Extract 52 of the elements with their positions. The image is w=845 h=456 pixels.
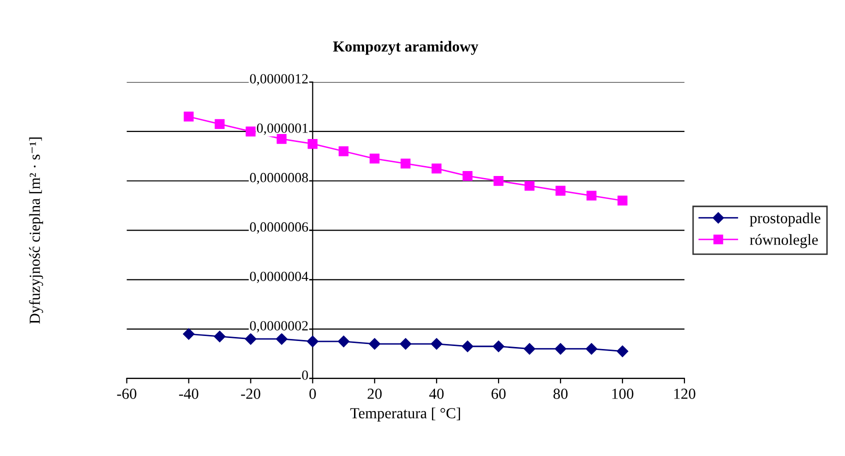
point bbox=[338, 146, 348, 156]
x-tick-label: -60 bbox=[117, 388, 136, 399]
point bbox=[430, 338, 442, 350]
point bbox=[245, 333, 256, 345]
point bbox=[524, 343, 536, 354]
x-tick-label: 0 bbox=[309, 388, 316, 399]
legend-label: równolegle bbox=[750, 234, 818, 248]
point bbox=[400, 158, 410, 168]
point bbox=[276, 333, 288, 345]
y-axis-title: Dyfuzyjność cieplna [m² · s⁻¹] bbox=[29, 138, 44, 324]
x-tick-label: 80 bbox=[553, 388, 568, 399]
point bbox=[307, 336, 318, 348]
x-tick-label: 100 bbox=[612, 388, 634, 399]
x-tick-label: -20 bbox=[241, 388, 260, 399]
y-tick-label: 0,0000008 bbox=[250, 172, 308, 184]
point bbox=[308, 138, 318, 149]
point bbox=[183, 328, 194, 340]
point bbox=[214, 330, 226, 342]
point bbox=[586, 343, 598, 354]
point bbox=[524, 180, 534, 191]
point bbox=[370, 154, 380, 164]
y-tick-label: 0,0000006 bbox=[250, 222, 308, 234]
point bbox=[338, 336, 350, 348]
point bbox=[462, 340, 474, 352]
x-tick-label: 40 bbox=[429, 388, 444, 399]
point bbox=[492, 340, 504, 352]
x-axis-title: Temperatura [ °C] bbox=[350, 408, 460, 422]
point bbox=[556, 186, 566, 196]
x-tick-label: 20 bbox=[368, 388, 382, 399]
y-tick-label: 0,0000004 bbox=[250, 272, 308, 284]
y-tick-label: 0,0000012 bbox=[250, 74, 308, 86]
point bbox=[554, 343, 566, 354]
point bbox=[246, 126, 256, 136]
point bbox=[494, 176, 504, 186]
point bbox=[618, 196, 628, 206]
y-tick-label: 0,000001 bbox=[256, 124, 308, 135]
point bbox=[616, 346, 628, 357]
x-tick-label: -40 bbox=[179, 388, 198, 399]
point bbox=[184, 112, 194, 122]
y-tick-label: 0 bbox=[302, 370, 308, 380]
point bbox=[369, 338, 380, 350]
legend-label: prostopadle bbox=[750, 212, 820, 226]
point bbox=[432, 164, 442, 174]
point bbox=[400, 338, 412, 350]
x-tick-label: 60 bbox=[492, 388, 506, 399]
point bbox=[586, 190, 596, 201]
point bbox=[462, 171, 472, 181]
y-tick-label: 0,0000002 bbox=[250, 321, 308, 332]
point bbox=[214, 119, 225, 129]
x-tick-label: 120 bbox=[674, 388, 696, 399]
point bbox=[276, 134, 287, 144]
chart-title: Kompozyt aramidowy bbox=[333, 40, 478, 55]
